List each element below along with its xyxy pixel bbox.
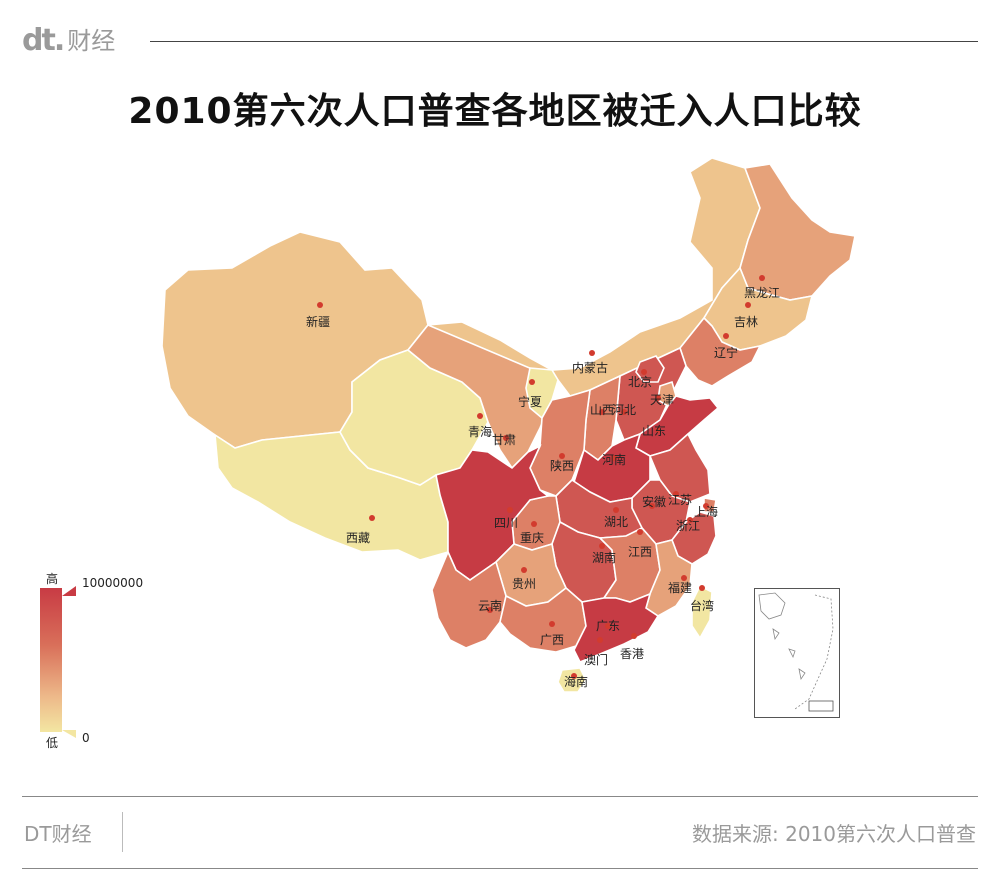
label-guangdong: 广东 (596, 619, 620, 633)
label-xizang: 西藏 (346, 531, 370, 545)
label-hainan: 海南 (564, 674, 588, 689)
marker-jiangsu[interactable] (673, 491, 679, 497)
label-shanghai: 上海 (694, 504, 718, 519)
region-beijing[interactable] (635, 355, 665, 383)
marker-beijing[interactable] (641, 369, 647, 375)
legend-high-label: 高 (46, 572, 59, 586)
marker-sichuan[interactable] (507, 507, 513, 513)
marker-yunnan[interactable] (487, 607, 493, 613)
label-gansu: 甘肃 (492, 433, 516, 447)
marker-shaanxi[interactable] (559, 453, 565, 459)
label-ningxia: 宁夏 (518, 394, 542, 409)
marker-taiwan[interactable] (699, 585, 705, 591)
label-neimenggu: 内蒙古 (572, 360, 608, 375)
label-tianjin: 天津 (650, 393, 674, 407)
footer-divider-top (22, 796, 978, 797)
label-henan: 河南 (602, 452, 626, 467)
label-hebei: 河北 (612, 403, 636, 417)
marker-shanxi[interactable] (599, 409, 605, 415)
header: dt. 财经 (22, 22, 978, 62)
map-legend: 高 10000000 低 0 (40, 570, 180, 750)
label-guangxi: 广西 (540, 633, 564, 647)
label-taiwan: 台湾 (690, 598, 714, 613)
marker-jilin[interactable] (745, 302, 751, 308)
label-anhui: 安徽 (642, 494, 666, 509)
south-china-sea-inset-graphic (758, 592, 834, 712)
label-xianggang: 香港 (620, 647, 644, 661)
label-jiangxi: 江西 (628, 545, 652, 559)
label-heilongjiang: 黑龙江 (744, 286, 780, 300)
label-chongqing: 重庆 (520, 531, 544, 545)
logo-text: 财经 (67, 27, 116, 55)
marker-xinjiang[interactable] (317, 302, 323, 308)
footer-divider-bottom (22, 868, 978, 869)
footer-separator (122, 812, 123, 852)
marker-xizang[interactable] (369, 515, 375, 521)
marker-shanghai[interactable] (703, 503, 709, 509)
marker-aomen[interactable] (597, 637, 603, 643)
label-liaoning: 辽宁 (714, 345, 738, 360)
marker-jiangxi[interactable] (637, 529, 643, 535)
region-yunnan[interactable] (431, 549, 507, 649)
marker-tianjin[interactable] (655, 395, 661, 401)
footer-brand: DT财经 (24, 822, 92, 846)
marker-fujian[interactable] (681, 575, 687, 581)
label-xinjiang: 新疆 (306, 314, 330, 329)
label-beijing: 北京 (628, 375, 652, 389)
marker-xianggang[interactable] (631, 633, 637, 639)
legend-min-handle[interactable] (62, 730, 76, 738)
region-heilongjiang[interactable] (739, 163, 856, 301)
marker-neimenggu[interactable] (589, 350, 595, 356)
label-guizhou: 贵州 (512, 577, 536, 591)
marker-henan[interactable] (611, 455, 617, 461)
legend-min-value: 0 (82, 731, 90, 745)
label-zhejiang: 浙江 (676, 519, 700, 533)
region-taiwan[interactable] (691, 584, 713, 640)
label-aomen: 澳门 (584, 652, 608, 667)
header-divider (150, 41, 978, 42)
footer-source: 数据来源: 2010第六次人口普查 (692, 822, 976, 846)
region-liaoning[interactable] (679, 316, 762, 387)
marker-ningxia[interactable] (529, 379, 535, 385)
label-qinghai: 青海 (468, 424, 492, 439)
legend-max-value: 10000000 (82, 576, 144, 590)
label-sichuan: 四川 (494, 516, 518, 530)
legend-max-handle[interactable] (62, 586, 76, 596)
logo-mark: dt. (22, 23, 65, 58)
label-hunan: 湖南 (592, 550, 616, 565)
marker-guizhou[interactable] (521, 567, 527, 573)
label-shanxi: 山西 (590, 403, 614, 417)
region-fujian[interactable] (645, 539, 693, 617)
marker-hainan[interactable] (571, 673, 577, 679)
south-china-sea-inset (754, 588, 840, 718)
marker-guangdong[interactable] (605, 623, 611, 629)
region-guangdong[interactable] (573, 592, 660, 664)
marker-anhui[interactable] (649, 503, 655, 509)
choropleth-map: 新疆西藏 青海 甘肃 内蒙古宁夏 黑龙江吉林辽宁北京天津 河北 山西山东陕西 河南江苏 安徽上海… (0, 150, 1000, 770)
label-shandong: 山东 (642, 424, 666, 438)
marker-chongqing[interactable] (531, 521, 537, 527)
label-jiangsu: 江苏 (668, 493, 692, 507)
marker-zhejiang[interactable] (687, 517, 693, 523)
marker-hunan[interactable] (599, 543, 605, 549)
marker-hubei[interactable] (613, 507, 619, 513)
label-fujian: 福建 (668, 580, 692, 595)
label-hubei: 湖北 (604, 514, 628, 529)
marker-shandong[interactable] (655, 427, 661, 433)
page-title: 2010第六次人口普查各地区被迁入人口比较 (128, 91, 862, 132)
label-jilin: 吉林 (734, 315, 758, 329)
label-shaanxi: 陕西 (550, 458, 574, 473)
marker-qinghai[interactable] (477, 413, 483, 419)
marker-hebei[interactable] (621, 409, 627, 415)
marker-heilongjiang[interactable] (759, 275, 765, 281)
legend-low-label: 低 (46, 736, 59, 750)
region-hainan[interactable] (557, 667, 587, 693)
brand-logo: dt. 财经 (22, 24, 115, 58)
marker-guangxi[interactable] (549, 621, 555, 627)
marker-gansu[interactable] (503, 435, 509, 441)
marker-liaoning[interactable] (723, 333, 729, 339)
label-yunnan: 云南 (478, 598, 502, 613)
legend-gradient-bar (40, 588, 62, 732)
